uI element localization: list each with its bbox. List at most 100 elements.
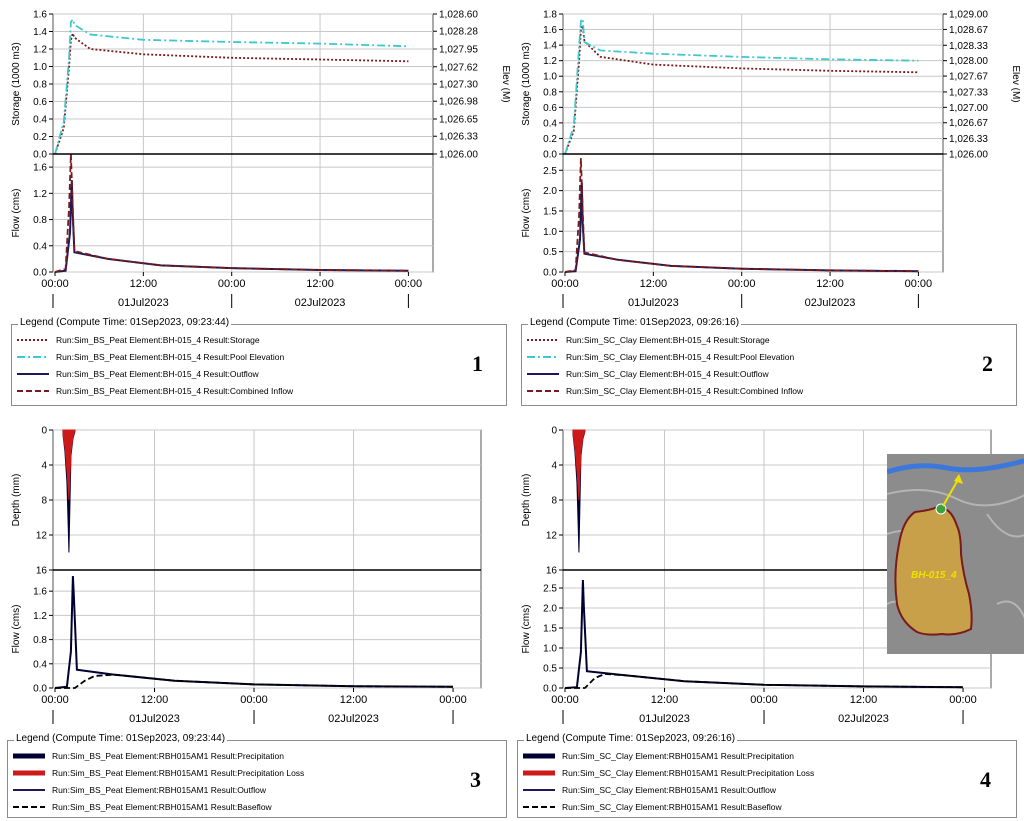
bottom-ytick-label-3: 1.0 [543, 644, 557, 655]
legend-swatch [17, 373, 49, 375]
right-tick-label-6: 1,027.00 [949, 103, 988, 114]
legend-swatch [13, 789, 45, 791]
bottom-ytick-label-0: 1.6 [33, 163, 47, 174]
bottom-ytick-label-4: 0.0 [33, 268, 47, 279]
legend-item: Run:Sim_SC_Clay Element:RBH015AM1 Result… [522, 783, 776, 797]
panel-2-number: 2 [982, 351, 993, 376]
chart-3-svg: 0 4 8 12 16 Depth (mm) 1.6 1.2 0.8 0.4 0.0 Flow (cm… [11, 426, 482, 725]
bottom-ytick-label-0: 1.6 [33, 587, 47, 598]
time-tick-label-2: 00:00 [218, 278, 246, 290]
chart-1-svg: 1.6 1.4 1.2 1.0 0.8 0.6 0.4 0.2 0.0 Storage (1000… [11, 10, 510, 310]
legend-item: Run:Sim_BS_Peat Element:RBH015AM1 Result… [12, 800, 272, 814]
date-label-0: 01Jul2023 [628, 297, 679, 309]
legend-item: Run:Sim_SC_Clay Element:RBH015AM1 Result… [522, 766, 814, 780]
legend-swatch [527, 373, 559, 375]
top-ytick-label-2: 1.4 [543, 41, 557, 52]
time-tick-label-0: 00:00 [551, 694, 579, 706]
top-ytick-label-9: 0.0 [543, 150, 557, 161]
legend-item: Run:Sim_SC_Clay Element:BH-015_4 Result:… [526, 350, 794, 364]
top-ytick-label-1: 4 [551, 461, 557, 472]
bottom-series-combined-inflow [564, 158, 919, 273]
top-ylabel: Depth (mm) [521, 474, 532, 527]
chart-panel-2: 1.8 1.6 1.4 1.2 1.0 0.8 0.6 0.4 0.2 0.0 Storage (1… [515, 4, 1020, 406]
legend-label: Run:Sim_SC_Clay Element:RBH015AM1 Result… [562, 785, 777, 795]
bottom-ytick-label-1: 2.0 [543, 604, 557, 615]
bottom-series-outflow [54, 180, 409, 273]
legend-item: Run:Sim_SC_Clay Element:BH-015_4 Result:… [526, 333, 770, 347]
time-tick-label-0: 00:00 [41, 278, 69, 290]
legend-swatch [13, 770, 45, 776]
legend-swatch [527, 356, 559, 358]
bottom-ytick-label-4: 0.0 [33, 684, 47, 695]
bottom-series-baseflow [55, 673, 454, 689]
time-tick-label-3: 12:00 [306, 278, 334, 290]
top-series-precipitation-loss [62, 429, 76, 501]
time-tick-label-4: 00:00 [439, 694, 467, 706]
legend-4: Legend (Compute Time: 01Sep2023, 09:26:1… [517, 733, 1017, 818]
legend-item: Run:Sim_SC_Clay Element:BH-015_4 Result:… [526, 367, 769, 381]
right-tick-label-0: 1,029.00 [949, 10, 988, 21]
top-ytick-label-1: 1.4 [33, 27, 47, 38]
right-tick-label-6: 1,026.65 [439, 115, 478, 126]
legend-item: Run:Sim_BS_Peat Element:BH-015_4 Result:… [16, 384, 293, 398]
date-label-1: 02Jul2023 [295, 297, 346, 309]
legend-swatch [17, 390, 49, 392]
time-tick-label-1: 12:00 [651, 694, 679, 706]
top-ytick-label-6: 0.6 [543, 103, 557, 114]
time-tick-label-0: 00:00 [41, 694, 69, 706]
date-label-1: 02Jul2023 [805, 297, 856, 309]
date-label-1: 02Jul2023 [328, 713, 379, 725]
time-tick-label-1: 12:00 [640, 278, 668, 290]
time-tick-label-1: 12:00 [130, 278, 158, 290]
legend-label: Run:Sim_SC_Clay Element:BH-015_4 Result:… [566, 335, 770, 345]
top-ytick-label-2: 8 [551, 496, 557, 507]
plot-frame [52, 429, 482, 689]
legend-2-title: Legend (Compute Time: 01Sep2023, 09:26:1… [528, 317, 742, 328]
legend-label: Run:Sim_SC_Clay Element:RBH015AM1 Result… [562, 751, 794, 761]
bottom-ytick-label-2: 0.8 [33, 215, 47, 226]
right-tick-label-8: 1,026.33 [949, 134, 988, 145]
bottom-ylabel: Flow (cms) [11, 189, 22, 238]
legend-3: Legend (Compute Time: 01Sep2023, 09:23:4… [7, 733, 507, 818]
legend-swatch [523, 770, 555, 776]
legend-swatch [13, 806, 45, 808]
legend-4-title: Legend (Compute Time: 01Sep2023, 09:26:1… [524, 733, 738, 744]
bottom-ytick-label-1: 2.0 [543, 186, 557, 197]
top-ytick-label-4: 1.0 [543, 72, 557, 83]
map-inset-river [887, 458, 1024, 475]
top-ylabel: Storage (1000 m3) [521, 42, 532, 125]
legend-swatch [17, 356, 49, 358]
bottom-ytick-label-2: 1.5 [543, 206, 557, 217]
legend-1-title: Legend (Compute Time: 01Sep2023, 09:23:4… [18, 317, 232, 328]
legend-label: Run:Sim_SC_Clay Element:BH-015_4 Result:… [566, 386, 804, 396]
legend-item: Run:Sim_SC_Clay Element:RBH015AM1 Result… [522, 749, 794, 763]
date-label-0: 01Jul2023 [639, 713, 690, 725]
right-axis-label: Elev (M) [500, 65, 510, 102]
legend-item: Run:Sim_BS_Peat Element:RBH015AM1 Result… [12, 749, 284, 763]
top-ytick-label-4: 0.8 [33, 80, 47, 91]
panel-4-number: 4 [980, 767, 991, 792]
time-tick-label-2: 00:00 [750, 694, 778, 706]
chart-panel-3: 0 4 8 12 16 Depth (mm) 1.6 1.2 0.8 0.4 0.0 Flow (cm… [5, 420, 510, 818]
top-ytick-label-3: 1.0 [33, 62, 47, 73]
legend-label: Run:Sim_BS_Peat Element:BH-015_4 Result:… [56, 352, 285, 362]
top-ytick-label-1: 4 [41, 461, 47, 472]
bottom-ylabel: Flow (cms) [521, 189, 532, 238]
legend-item: Run:Sim_BS_Peat Element:BH-015_4 Result:… [16, 350, 284, 364]
top-ytick-label-0: 0 [41, 426, 47, 437]
time-tick-label-3: 12:00 [340, 694, 368, 706]
chart-2-svg: 1.8 1.6 1.4 1.2 1.0 0.8 0.6 0.4 0.2 0.0 Storage (1… [521, 10, 1020, 310]
legend-label: Run:Sim_BS_Peat Element:RBH015AM1 Result… [52, 751, 284, 761]
map-inset-outlet-marker [935, 503, 947, 515]
top-series-pool-elevation [564, 16, 919, 155]
panel-3-number: 3 [470, 767, 481, 792]
bottom-ytick-label-1: 1.2 [33, 611, 47, 622]
time-tick-label-3: 12:00 [850, 694, 878, 706]
legend-label: Run:Sim_BS_Peat Element:BH-015_4 Result:… [56, 335, 260, 345]
time-tick-label-2: 00:00 [240, 694, 268, 706]
legend-item: Run:Sim_BS_Peat Element:BH-015_4 Result:… [16, 333, 260, 347]
legend-swatch [13, 753, 45, 759]
top-ytick-label-8: 0.0 [33, 150, 47, 161]
time-tick-label-4: 00:00 [949, 694, 977, 706]
right-tick-label-7: 1,026.33 [439, 132, 478, 143]
